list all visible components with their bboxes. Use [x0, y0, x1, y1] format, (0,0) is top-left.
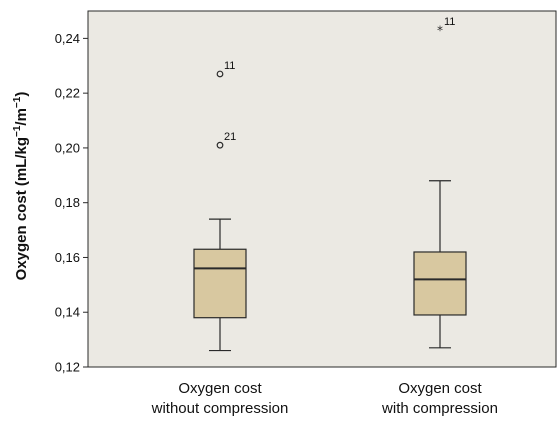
y-axis-title-mid: /m: [13, 108, 30, 126]
x-axis-labels: Oxygen cost without compression Oxygen cos…: [151, 380, 498, 417]
y-tick-label: 0,20: [55, 140, 80, 155]
outlier-label: 11: [444, 16, 455, 28]
y-axis-title-main: Oxygen cost (mL/kg: [13, 137, 30, 280]
y-tick-label: 0,12: [55, 360, 80, 375]
iqr-box: [413, 251, 467, 316]
plot-area: [87, 10, 557, 368]
y-tick-label: 0,24: [55, 31, 80, 46]
iqr-box: [193, 248, 247, 319]
y-axis: 0,12 0,14 0,16 0,18 0,20 0,22 0,24: [55, 31, 88, 375]
extreme-point: *: [437, 24, 443, 38]
y-axis-title-sup1: −1: [12, 125, 23, 137]
y-tick-label: 0,18: [55, 195, 80, 210]
category-label-line2: without compression: [151, 400, 289, 417]
outlier-point: [216, 70, 224, 78]
box-group: 11 21: [193, 60, 247, 352]
y-tick-label: 0,14: [55, 305, 80, 320]
y-axis-title-end: ): [13, 92, 30, 97]
y-axis-title: Oxygen cost (mL/kg−1/m−1): [12, 92, 30, 281]
outlier-point: [216, 141, 224, 149]
y-tick-label: 0,22: [55, 86, 80, 101]
category-label-line1: Oxygen cost: [398, 380, 482, 397]
outlier-label: 11: [224, 60, 235, 72]
outlier-label: 21: [224, 131, 236, 143]
category-label-line1: Oxygen cost: [178, 380, 262, 397]
box-group: *11: [413, 16, 467, 349]
y-axis-title-sup2: −1: [12, 96, 23, 108]
y-tick-label: 0,16: [55, 250, 80, 265]
category-label-line2: with compression: [381, 400, 498, 417]
